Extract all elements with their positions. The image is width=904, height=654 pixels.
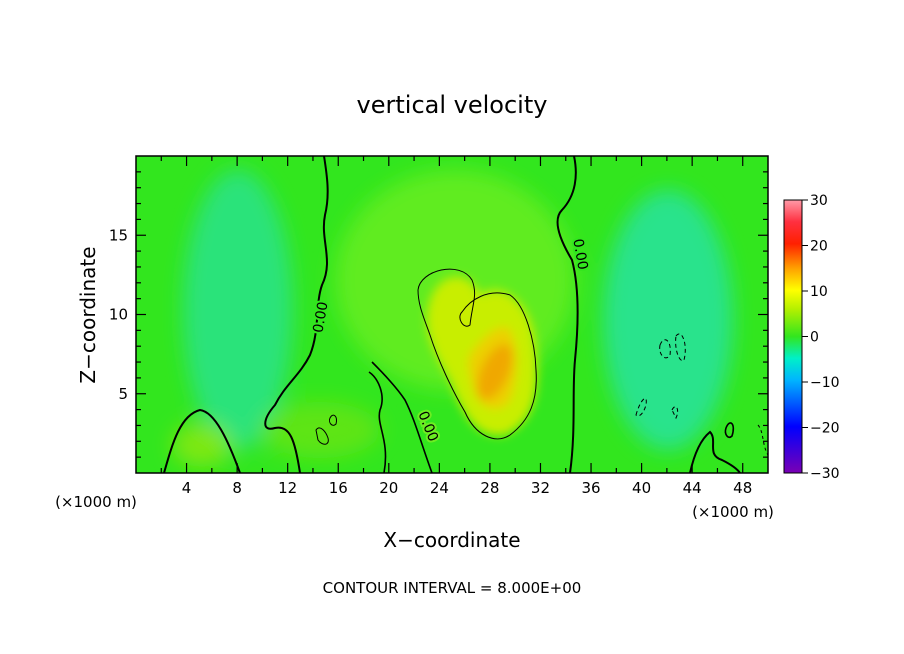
small-closed-contour-3 (724, 422, 735, 439)
colorbar-tick-label: 0 (810, 330, 819, 346)
heatmap-field (136, 156, 768, 473)
y-axis-tick-labels: 5 10 15 (109, 226, 128, 403)
colorbar (783, 199, 803, 474)
zero-contour-right (556, 156, 579, 473)
y-axis-label: Z−coordinate (76, 246, 100, 383)
updraft-core (426, 276, 538, 436)
small-closed-contour-2 (329, 414, 337, 426)
negative-contour-5 (757, 424, 768, 456)
x-axis-ticks (160, 156, 744, 473)
negative-contour-4 (671, 406, 679, 420)
y-tick-label: 15 (109, 226, 128, 244)
x-tick-label: 44 (683, 479, 702, 497)
colorbar-tick-labels: 30 20 10 0 −10 −20 −30 (810, 193, 840, 482)
right-downdraft-region (603, 190, 733, 450)
zero-contour-lower-left (163, 408, 241, 473)
zero-contour-lower-right (689, 430, 741, 473)
x-tick-label: 8 (232, 479, 242, 497)
updraft-max (477, 344, 513, 400)
left-downdraft-region (183, 170, 293, 450)
negative-contour-3 (635, 397, 647, 417)
negative-contour-2 (675, 333, 686, 362)
y-axis-ticks (136, 171, 768, 458)
positive-contour (417, 268, 537, 440)
y-tick-label: 10 (109, 306, 128, 324)
contour-interval-note: CONTOUR INTERVAL = 8.000E+00 (323, 579, 582, 597)
x-unit-left: (×1000 m) (55, 493, 137, 511)
x-tick-label: 28 (480, 479, 499, 497)
small-closed-contour-1 (315, 427, 329, 445)
colorbar-tick-label: 10 (810, 284, 828, 300)
lower-left-updraft (172, 423, 232, 467)
lower-mid-updraft (260, 402, 380, 458)
colorbar-tick-label: −20 (810, 421, 840, 437)
colorbar-tick-label: −30 (810, 466, 840, 482)
x-tick-label: 48 (733, 479, 752, 497)
x-unit-right: (×1000 m) (692, 503, 774, 521)
colorbar-tick-label: −10 (810, 375, 840, 391)
x-tick-label: 4 (182, 479, 192, 497)
x-tick-label: 24 (430, 479, 449, 497)
negative-contour-1 (659, 339, 671, 359)
y-tick-label: 5 (118, 385, 128, 403)
x-tick-label: 40 (632, 479, 651, 497)
zero-contour-center-2 (368, 371, 387, 473)
x-tick-label: 36 (581, 479, 600, 497)
x-axis-tick-labels: 4 8 12 16 20 24 28 32 36 40 44 48 (182, 479, 752, 497)
zero-contour-left (264, 156, 329, 473)
x-tick-label: 12 (278, 479, 297, 497)
colorbar-tick-label: 20 (810, 239, 828, 255)
x-tick-label: 32 (531, 479, 550, 497)
zero-contour-center (371, 361, 433, 473)
colorbar-tick-label: 30 (810, 193, 828, 209)
x-tick-label: 16 (329, 479, 348, 497)
chart-title: vertical velocity (357, 91, 548, 119)
colorbar-ticks (802, 199, 808, 474)
x-axis-label: X−coordinate (383, 528, 520, 552)
x-tick-label: 20 (379, 479, 398, 497)
contours (163, 156, 768, 473)
